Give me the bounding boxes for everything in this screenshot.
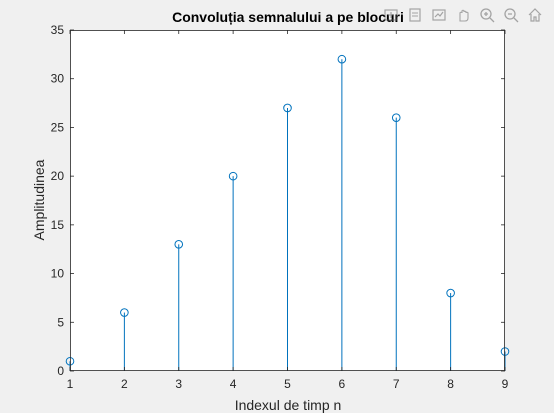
x-tick-label: 5 xyxy=(284,377,291,391)
x-tick-label: 8 xyxy=(447,377,454,391)
y-tick-label: 30 xyxy=(51,72,65,86)
x-tick-label: 2 xyxy=(121,377,128,391)
stem-marker xyxy=(283,103,292,113)
x-tick-label: 4 xyxy=(230,377,237,391)
figure-toolbar xyxy=(380,4,546,26)
datatip-icon[interactable] xyxy=(428,4,450,26)
export-icon[interactable] xyxy=(380,4,402,26)
stem-marker xyxy=(120,308,129,317)
stems-layer xyxy=(69,59,506,371)
y-tick-label: 35 xyxy=(51,23,65,37)
stem-marker xyxy=(174,240,184,249)
stem-marker xyxy=(337,54,347,64)
chart-title: Convoluția semnalului a pe blocuri xyxy=(172,9,404,25)
y-tick-label: 5 xyxy=(57,315,64,329)
zoom-in-icon[interactable] xyxy=(476,4,498,26)
y-tick-label: 20 xyxy=(51,169,65,183)
y-ticks: 0 5 10 15 20 25 30 35 xyxy=(51,23,505,378)
x-axis-label: Indexul de timp n xyxy=(235,397,342,413)
x-tick-label: 3 xyxy=(175,377,182,391)
x-tick-label: 9 xyxy=(502,377,509,391)
markers-layer xyxy=(65,54,510,366)
stem-marker xyxy=(446,288,455,298)
pan-icon[interactable] xyxy=(452,4,474,26)
brush-icon[interactable] xyxy=(404,4,426,26)
home-icon[interactable] xyxy=(524,4,546,26)
zoom-out-icon[interactable] xyxy=(500,4,522,26)
y-tick-label: 25 xyxy=(51,120,65,134)
stem-marker xyxy=(500,347,510,356)
y-tick-label: 15 xyxy=(51,218,65,232)
x-ticks: 1 2 3 4 5 6 7 8 9 xyxy=(67,30,509,391)
y-tick-label: 0 xyxy=(57,364,64,378)
x-tick-label: 6 xyxy=(339,377,346,391)
stem-marker xyxy=(65,356,75,366)
y-tick-label: 10 xyxy=(51,267,65,281)
stem-marker xyxy=(391,113,401,122)
y-axis-label: Amplitudinea xyxy=(31,159,47,240)
x-tick-label: 1 xyxy=(67,377,74,391)
stem-marker xyxy=(228,171,238,181)
x-tick-label: 7 xyxy=(393,377,400,391)
